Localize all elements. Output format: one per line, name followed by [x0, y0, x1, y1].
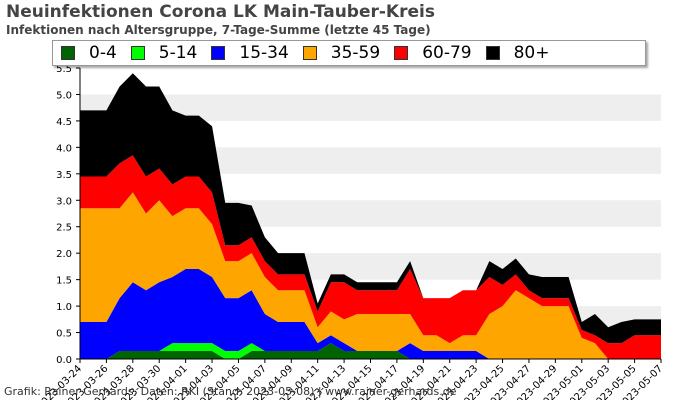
- legend-label: 35-59: [330, 43, 381, 63]
- legend-item-60-79: 60-79: [394, 43, 472, 63]
- y-tick-label: 5.0: [56, 90, 72, 101]
- chart-title: Neuinfektionen Corona LK Main-Tauber-Kre…: [6, 2, 435, 22]
- legend-swatch: [130, 46, 145, 60]
- legend-swatch: [302, 46, 317, 60]
- area-series-60-79: [80, 155, 661, 359]
- area-series-80+: [80, 73, 661, 344]
- legend-label: 15-34: [239, 43, 289, 63]
- legend-label: 5-14: [158, 43, 198, 63]
- y-tick-label: 3.0: [56, 196, 72, 207]
- legend-swatch: [394, 46, 409, 60]
- area-series-0-4: [80, 343, 661, 359]
- y-tick-label: 4.0: [56, 143, 72, 154]
- legend-label: 60-79: [422, 43, 472, 63]
- area-series-35-59: [80, 192, 661, 359]
- y-tick-label: 1.5: [56, 276, 72, 287]
- legend-swatch: [61, 46, 75, 60]
- legend-swatch: [485, 46, 500, 60]
- y-tick-label: 0.0: [56, 355, 72, 366]
- legend-item-15-34: 15-34: [211, 43, 289, 63]
- y-tick-label: 0.5: [56, 329, 72, 340]
- chart-legend: 0-4 5-14 15-34 35-59 60-79 80+: [52, 40, 646, 66]
- legend-label: 0-4: [89, 43, 117, 63]
- area-series-5-14: [80, 343, 661, 359]
- y-tick-label: 4.5: [56, 117, 72, 128]
- legend-swatch: [211, 46, 226, 60]
- y-tick-label: 2.0: [56, 249, 72, 260]
- y-tick-label: 3.5: [56, 170, 72, 181]
- area-series-15-34: [80, 269, 661, 359]
- chart-footer: Grafik: Rainer Gerhards, Daten: RKI (Sta…: [4, 385, 457, 398]
- y-tick-label: 5.5: [56, 64, 72, 75]
- legend-item-0-4: 0-4: [61, 43, 117, 63]
- legend-item-35-59: 35-59: [302, 43, 381, 63]
- legend-item-5-14: 5-14: [130, 43, 198, 63]
- y-tick-label: 1.0: [56, 302, 72, 313]
- legend-label: 80+: [513, 43, 550, 63]
- legend-item-80+: 80+: [485, 43, 550, 63]
- chart-subtitle: Infektionen nach Altersgruppe, 7-Tage-Su…: [6, 23, 431, 37]
- y-tick-label: 2.5: [56, 223, 72, 234]
